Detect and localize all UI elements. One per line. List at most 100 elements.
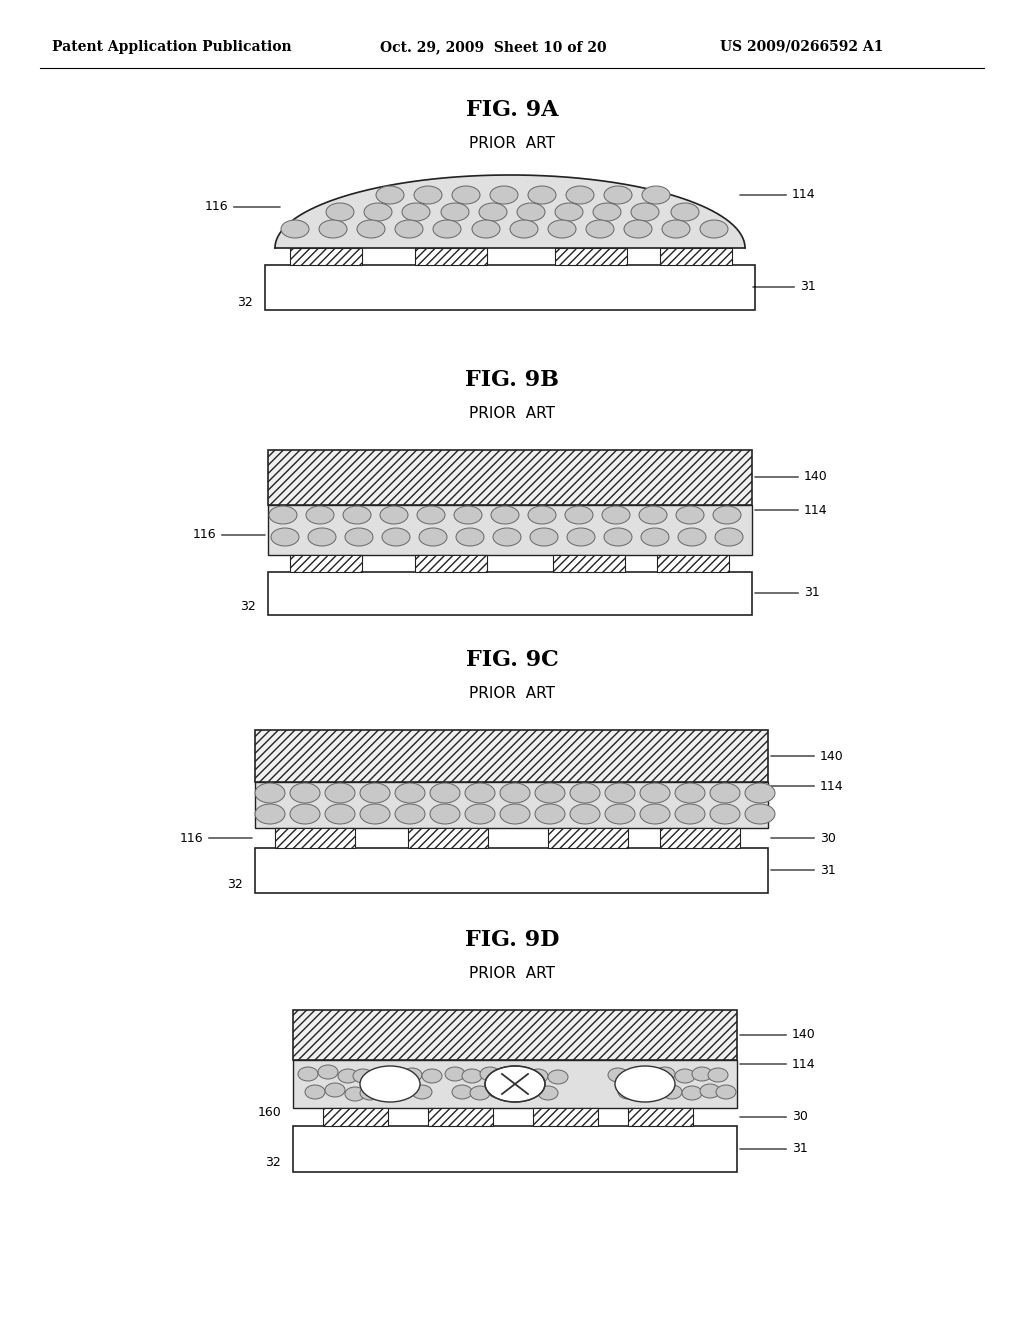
Text: US 2009/0266592 A1: US 2009/0266592 A1 — [720, 40, 884, 54]
Ellipse shape — [506, 1085, 526, 1100]
Ellipse shape — [360, 783, 390, 803]
Ellipse shape — [353, 1069, 373, 1082]
Bar — [660, 248, 732, 265]
Ellipse shape — [628, 1069, 648, 1082]
Ellipse shape — [290, 783, 319, 803]
Ellipse shape — [430, 804, 460, 824]
Text: 114: 114 — [739, 1057, 816, 1071]
Ellipse shape — [419, 528, 447, 546]
Ellipse shape — [445, 1067, 465, 1081]
Ellipse shape — [624, 220, 652, 238]
Text: 30: 30 — [771, 832, 836, 845]
Ellipse shape — [671, 203, 699, 220]
Bar — [268, 450, 752, 506]
Text: FIG. 9C: FIG. 9C — [466, 649, 558, 671]
Bar — [657, 554, 729, 572]
Ellipse shape — [510, 220, 538, 238]
Ellipse shape — [305, 1085, 325, 1100]
Ellipse shape — [604, 186, 632, 205]
Ellipse shape — [325, 1082, 345, 1097]
Ellipse shape — [452, 1085, 472, 1100]
Ellipse shape — [364, 203, 392, 220]
Ellipse shape — [255, 804, 285, 824]
Ellipse shape — [430, 783, 460, 803]
Ellipse shape — [380, 506, 408, 524]
Ellipse shape — [417, 506, 445, 524]
Ellipse shape — [376, 186, 404, 205]
Text: 32: 32 — [227, 879, 243, 891]
Ellipse shape — [692, 1067, 712, 1081]
Text: 31: 31 — [755, 586, 820, 599]
Ellipse shape — [517, 203, 545, 220]
Ellipse shape — [675, 804, 705, 824]
Ellipse shape — [678, 528, 706, 546]
Text: 32: 32 — [238, 296, 253, 309]
Ellipse shape — [319, 220, 347, 238]
Ellipse shape — [642, 186, 670, 205]
Ellipse shape — [490, 506, 519, 524]
Ellipse shape — [615, 1067, 675, 1102]
Ellipse shape — [640, 783, 670, 803]
Ellipse shape — [618, 1085, 638, 1100]
Ellipse shape — [402, 1068, 422, 1082]
Ellipse shape — [325, 804, 355, 824]
Ellipse shape — [716, 1085, 736, 1100]
Ellipse shape — [485, 1067, 545, 1102]
Text: 31: 31 — [739, 1143, 808, 1155]
Ellipse shape — [500, 783, 530, 803]
Ellipse shape — [382, 528, 410, 546]
Ellipse shape — [338, 1069, 358, 1082]
Ellipse shape — [395, 783, 425, 803]
Ellipse shape — [548, 220, 575, 238]
Ellipse shape — [281, 220, 309, 238]
Ellipse shape — [675, 1069, 695, 1082]
Ellipse shape — [290, 804, 319, 824]
Bar — [293, 1010, 737, 1060]
Ellipse shape — [675, 783, 705, 803]
Ellipse shape — [605, 804, 635, 824]
Ellipse shape — [745, 783, 775, 803]
Text: 140: 140 — [755, 470, 827, 483]
Ellipse shape — [452, 186, 480, 205]
Ellipse shape — [530, 528, 558, 546]
Ellipse shape — [682, 1086, 702, 1100]
Ellipse shape — [255, 783, 285, 803]
Text: 31: 31 — [753, 281, 816, 293]
Ellipse shape — [604, 528, 632, 546]
Ellipse shape — [326, 203, 354, 220]
Ellipse shape — [676, 506, 705, 524]
Ellipse shape — [602, 506, 630, 524]
Bar — [293, 1060, 737, 1107]
Ellipse shape — [325, 783, 355, 803]
Text: PRIOR  ART: PRIOR ART — [469, 405, 555, 421]
Ellipse shape — [662, 1085, 682, 1100]
Ellipse shape — [306, 506, 334, 524]
Ellipse shape — [360, 1086, 380, 1100]
Bar — [265, 265, 755, 310]
Ellipse shape — [710, 783, 740, 803]
Ellipse shape — [639, 506, 667, 524]
Ellipse shape — [708, 1068, 728, 1082]
Ellipse shape — [360, 804, 390, 824]
Ellipse shape — [368, 1071, 388, 1084]
Ellipse shape — [608, 1068, 628, 1082]
Ellipse shape — [462, 1069, 482, 1082]
Ellipse shape — [715, 528, 743, 546]
Bar — [290, 248, 362, 265]
Ellipse shape — [402, 203, 430, 220]
Ellipse shape — [493, 528, 521, 546]
Ellipse shape — [641, 528, 669, 546]
Ellipse shape — [593, 203, 621, 220]
Ellipse shape — [710, 804, 740, 824]
Ellipse shape — [662, 220, 690, 238]
Ellipse shape — [605, 783, 635, 803]
Ellipse shape — [548, 1071, 568, 1084]
Ellipse shape — [271, 528, 299, 546]
Bar — [428, 1107, 493, 1126]
Bar — [323, 1107, 388, 1126]
Ellipse shape — [345, 528, 373, 546]
Ellipse shape — [308, 528, 336, 546]
Ellipse shape — [488, 1084, 508, 1098]
Ellipse shape — [555, 203, 583, 220]
Ellipse shape — [465, 804, 495, 824]
